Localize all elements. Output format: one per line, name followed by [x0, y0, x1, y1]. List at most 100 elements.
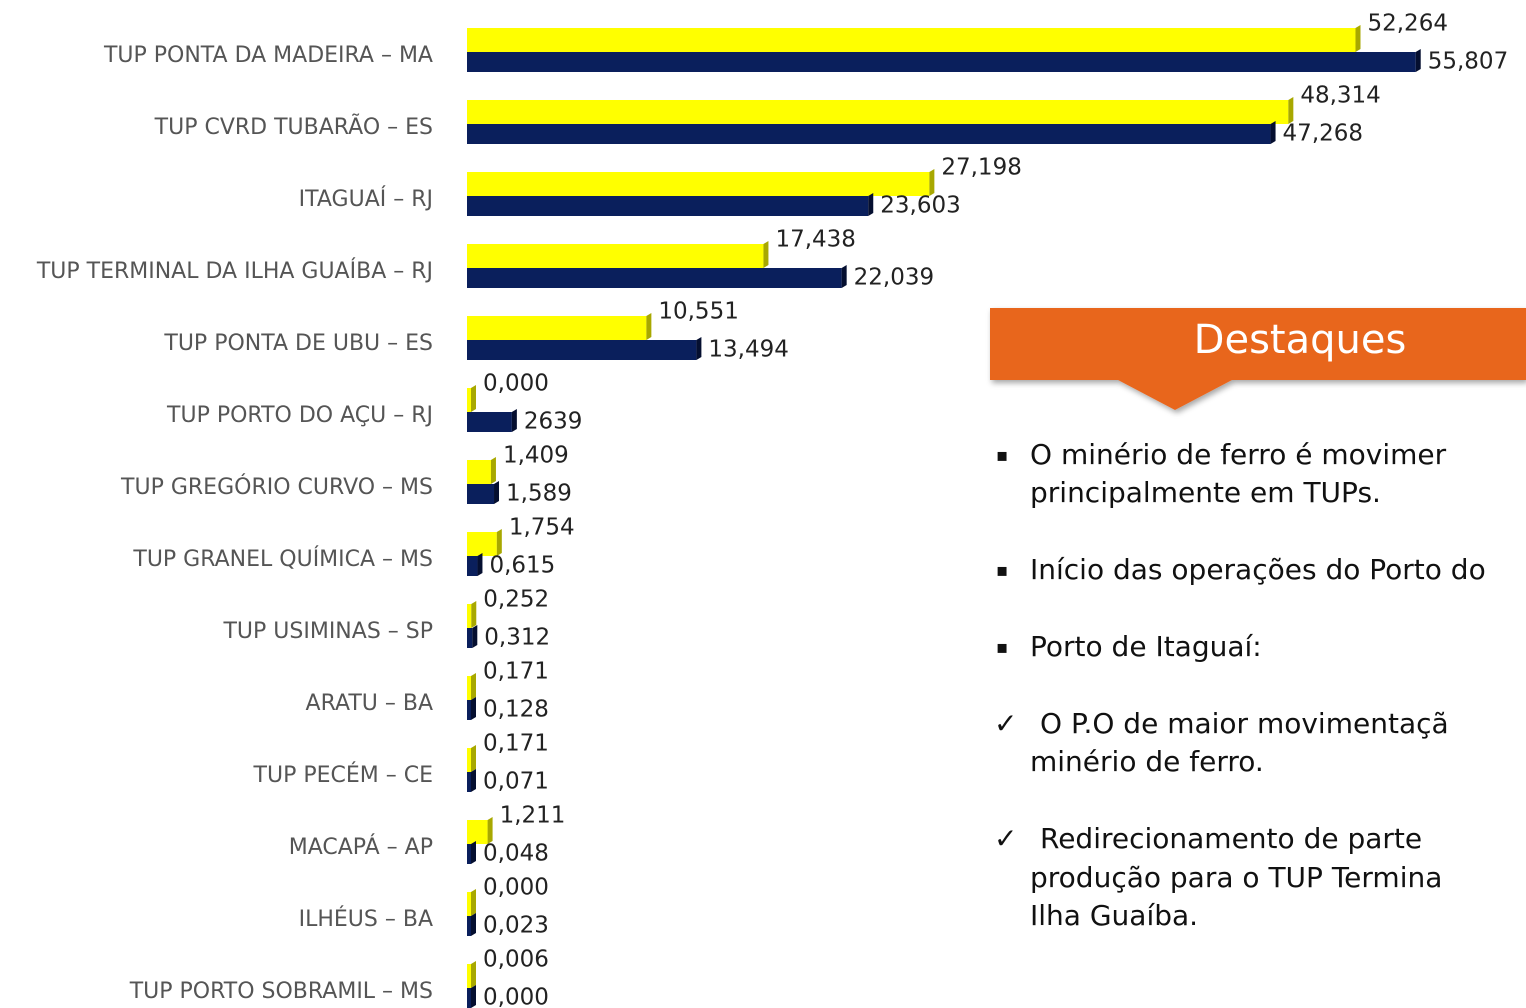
bar [467, 892, 471, 916]
bar-side [471, 769, 476, 792]
highlight-text: produção para o TUP Termina [1030, 861, 1442, 894]
value-label: 17,438 [775, 227, 855, 253]
bar-side [496, 529, 502, 556]
value-label: 0,006 [483, 947, 549, 973]
bar [467, 388, 471, 412]
value-label: 55,807 [1428, 49, 1508, 75]
category-label: ILHÉUS – BA [299, 906, 433, 932]
bar-side [471, 673, 476, 700]
bar-side [1270, 121, 1276, 144]
bar-side [471, 913, 476, 936]
bar-side [472, 625, 478, 648]
highlight-text: Porto de Itaguaí: [1030, 630, 1262, 663]
bar-side [929, 169, 935, 196]
bar-side [471, 697, 476, 720]
category-label: TUP CVRD TUBARÃO – ES [154, 113, 433, 140]
value-label: 0,615 [489, 553, 555, 579]
category-label: ARATU – BA [306, 691, 433, 716]
bar [467, 268, 842, 288]
highlight-text: Ilha Guaíba. [1030, 899, 1198, 932]
bar [467, 532, 497, 556]
category-label: TUP GRANEL QUÍMICA – MS [132, 546, 433, 572]
bar [467, 700, 471, 720]
bar-side [494, 481, 500, 504]
value-label: 1,409 [503, 443, 569, 469]
bar-side [1415, 49, 1421, 72]
bar-side [471, 889, 476, 916]
value-label: 1,211 [500, 803, 566, 829]
bar [467, 964, 471, 988]
value-label: 27,198 [941, 155, 1021, 181]
highlight-text: O minério de ferro é movimer [1030, 438, 1447, 471]
category-label: TUP PONTA DE UBU – ES [163, 331, 433, 356]
value-label: 0,252 [483, 587, 549, 613]
bar-side [471, 745, 476, 772]
value-label: 0,000 [483, 371, 549, 397]
bar-side [646, 313, 652, 340]
bullet: ✓ [994, 822, 1017, 855]
bar [467, 556, 478, 576]
value-label: 23,603 [880, 193, 960, 219]
bar-side [490, 457, 496, 484]
bar [467, 460, 491, 484]
bar [467, 628, 473, 648]
bar [467, 172, 930, 196]
bar-side [471, 385, 476, 412]
highlight-text: O P.O de maior movimentaçã [1040, 707, 1449, 740]
value-label: 48,314 [1300, 83, 1380, 109]
value-label: 1,589 [506, 481, 572, 507]
bar [467, 124, 1271, 144]
highlight-text: principalmente em TUPs. [1030, 476, 1381, 509]
bar [467, 916, 471, 936]
value-label: 0,128 [483, 697, 549, 723]
category-label: TUP PONTA DA MADEIRA – MA [103, 43, 433, 68]
bar [467, 988, 471, 1008]
bar [467, 340, 697, 360]
value-label: 0,171 [483, 731, 549, 757]
bar-side [471, 985, 476, 1008]
bar-side [471, 601, 477, 628]
bar [467, 100, 1289, 124]
bar [467, 196, 869, 216]
bar-side [1288, 97, 1294, 124]
value-label: 0,071 [483, 769, 549, 795]
highlight-text: Redirecionamento de parte [1040, 822, 1422, 855]
bar-side [511, 409, 517, 432]
bar-side [841, 265, 847, 288]
category-label: TUP PORTO SOBRAMIL – MS [129, 979, 433, 1004]
value-label: 2639 [524, 409, 583, 435]
bar [467, 820, 488, 844]
value-label: 0,171 [483, 659, 549, 685]
category-label: ITAGUAÍ – RJ [299, 186, 433, 212]
category-label: TUP PORTO DO AÇU – RJ [166, 403, 433, 428]
category-label: TUP GREGÓRIO CURVO – MS [120, 474, 433, 500]
category-label: TUP TERMINAL DA ILHA GUAÍBA – RJ [36, 258, 433, 284]
highlight-text: Início das operações do Porto do [1030, 553, 1486, 586]
bar [467, 412, 512, 432]
value-label: 10,551 [658, 299, 738, 325]
panel-title: Destaques [1194, 317, 1407, 363]
bar [467, 748, 471, 772]
bar [467, 604, 472, 628]
bar-side [1355, 25, 1361, 52]
value-label: 0,000 [483, 985, 549, 1008]
bullet: ▪ [996, 445, 1008, 466]
highlight-panel: Destaques [990, 308, 1526, 410]
value-label: 0,312 [484, 625, 550, 651]
bar [467, 676, 471, 700]
bar-side [868, 193, 874, 216]
bullet: ▪ [996, 560, 1008, 581]
value-label: 0,023 [483, 913, 549, 939]
bar [467, 772, 471, 792]
value-label: 52,264 [1367, 11, 1447, 37]
value-label: 0,000 [483, 875, 549, 901]
bar [467, 484, 495, 504]
category-label: TUP USIMINAS – SP [222, 619, 433, 644]
highlight-text: minério de ferro. [1030, 745, 1264, 778]
bar [467, 52, 1416, 72]
category-label: TUP PECÉM – CE [253, 762, 433, 788]
value-label: 0,048 [483, 841, 549, 867]
bar-side [487, 817, 493, 844]
bar [467, 316, 647, 340]
